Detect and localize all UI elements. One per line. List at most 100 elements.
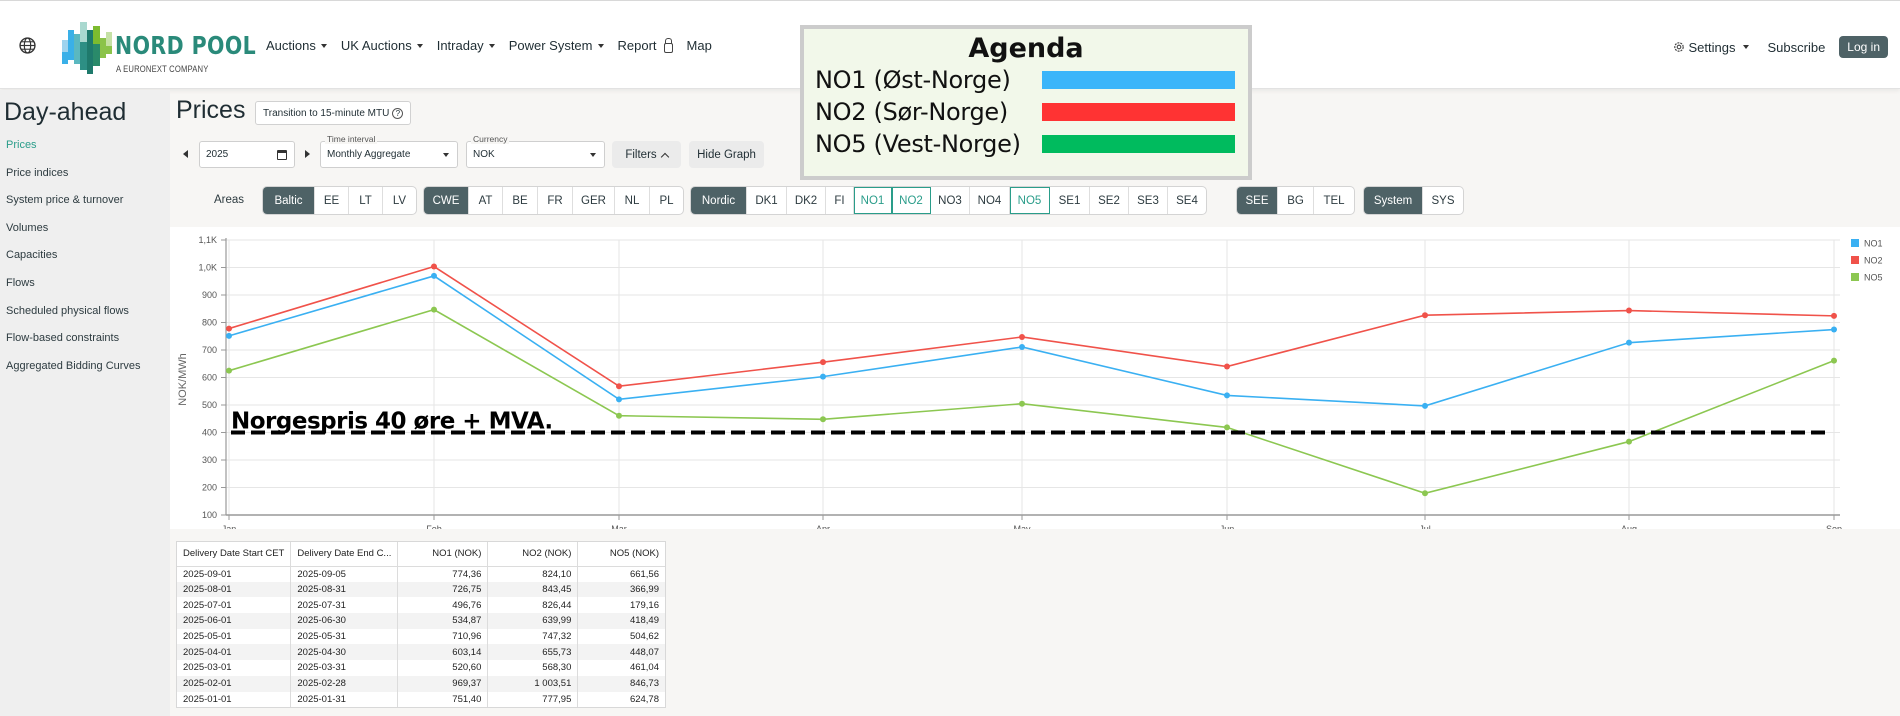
- table-cell: 2025-03-31: [290, 660, 399, 676]
- globe-icon[interactable]: [19, 37, 36, 54]
- column-header[interactable]: NO5 (NOK): [577, 542, 665, 567]
- nav-auctions[interactable]: Auctions: [266, 38, 327, 53]
- column-header[interactable]: NO1 (NOK): [397, 542, 489, 567]
- table-cell: 2025-08-31: [290, 581, 399, 598]
- sidebar-title: Day-ahead: [4, 98, 127, 126]
- area-button-selected[interactable]: NO2: [892, 187, 931, 214]
- logo-text: NORD POOL: [115, 31, 257, 60]
- area-button[interactable]: SYS: [1431, 194, 1455, 207]
- x-tick-label: Jun: [1220, 524, 1235, 529]
- area-button[interactable]: DK1: [747, 187, 787, 214]
- x-tick-label: May: [1013, 524, 1031, 529]
- table-cell: 1 003,51: [487, 675, 579, 692]
- sidebar-item-flow-based[interactable]: Flow-based constraints: [6, 332, 120, 345]
- area-button[interactable]: EE: [315, 187, 349, 214]
- table-cell: 2025-02-28: [290, 675, 399, 692]
- area-button-selected[interactable]: NO5: [1010, 187, 1050, 214]
- y-tick-label: 900: [202, 290, 217, 300]
- table-cell: 846,73: [577, 675, 665, 692]
- sidebar-item-capacities[interactable]: Capacities: [6, 249, 58, 262]
- nav-map[interactable]: Map: [687, 38, 712, 53]
- area-button[interactable]: DK2: [787, 187, 826, 214]
- filters-button[interactable]: Filters: [612, 141, 681, 168]
- calendar-icon[interactable]: [277, 150, 287, 160]
- nav-uk-auctions[interactable]: UK Auctions: [341, 38, 423, 53]
- table-cell: 366,99: [577, 581, 665, 598]
- time-interval-select[interactable]: Time interval Monthly Aggregate: [320, 134, 458, 168]
- table-cell: 2025-06-01: [177, 613, 292, 629]
- area-button[interactable]: PL: [659, 194, 674, 207]
- area-button[interactable]: SE4: [1176, 194, 1198, 207]
- area-button[interactable]: LT: [349, 187, 383, 214]
- sidebar-item-system-price[interactable]: System price & turnover: [6, 194, 124, 207]
- previous-year-arrow-icon[interactable]: [183, 150, 188, 158]
- area-group-button[interactable]: CWE: [424, 187, 469, 214]
- nav-power-system[interactable]: Power System: [509, 38, 604, 53]
- sidebar-item-price-indices[interactable]: Price indices: [6, 166, 69, 179]
- table-cell: 603,14: [397, 644, 489, 661]
- sidebar-item-volumes[interactable]: Volumes: [6, 221, 49, 234]
- nord-pool-logo-icon[interactable]: [60, 18, 116, 74]
- column-header[interactable]: NO2 (NOK): [487, 542, 579, 567]
- area-button[interactable]: NL: [615, 187, 650, 214]
- currency-select[interactable]: Currency NOK: [466, 134, 605, 168]
- nav-report[interactable]: Report: [617, 37, 673, 53]
- table-cell: 2025-02-01: [177, 675, 292, 692]
- table-cell: 777,95: [487, 691, 579, 708]
- area-button[interactable]: GER: [573, 187, 615, 214]
- subscribe-link[interactable]: Subscribe: [1767, 39, 1826, 55]
- column-header[interactable]: Delivery Date Start CET: [177, 542, 292, 567]
- area-button[interactable]: SE1: [1050, 187, 1090, 214]
- area-button[interactable]: NO3: [931, 187, 970, 214]
- year-picker[interactable]: 2025: [199, 141, 295, 168]
- next-year-arrow-icon[interactable]: [305, 150, 310, 158]
- table-cell: 2025-04-01: [177, 644, 292, 661]
- table-row: 2025-02-01 2025-02-28 969,37 1 003,51 846,73: [177, 675, 665, 692]
- area-button[interactable]: FR: [538, 187, 573, 214]
- caret-down-icon: [590, 153, 596, 157]
- column-header[interactable]: Delivery Date End C...: [290, 542, 399, 567]
- area-button[interactable]: NO4: [970, 187, 1010, 214]
- data-point: [1019, 343, 1025, 350]
- sidebar-item-prices[interactable]: Prices: [6, 139, 37, 151]
- table-cell: 824,10: [487, 566, 579, 582]
- area-group-button[interactable]: Baltic: [263, 187, 315, 214]
- table-cell: 774,36: [397, 566, 489, 582]
- settings-menu[interactable]: Settings: [1673, 40, 1750, 55]
- data-point: [820, 359, 826, 366]
- table-row: 2025-05-01 2025-05-31 710,96 747,32 504,62: [177, 628, 665, 645]
- area-button[interactable]: AT: [469, 187, 503, 214]
- table-cell: 2025-05-01: [177, 628, 292, 645]
- table-cell: 2025-07-31: [290, 597, 399, 614]
- area-group-button[interactable]: Nordic: [691, 187, 747, 214]
- nav-intraday[interactable]: Intraday: [437, 38, 495, 53]
- table-header-row: Delivery Date Start CET Delivery Date En…: [177, 542, 665, 567]
- area-button[interactable]: BE: [503, 187, 538, 214]
- chevron-up-icon: [660, 152, 669, 161]
- data-point: [1224, 392, 1230, 399]
- logo-subtext: A EURONEXT COMPANY: [116, 64, 209, 74]
- legend-label: NO1: [1864, 239, 1883, 249]
- sidebar-item-flows[interactable]: Flows: [6, 276, 35, 289]
- login-button[interactable]: Log in: [1839, 36, 1888, 58]
- area-button[interactable]: SE2: [1090, 187, 1129, 214]
- mtu-transition-button[interactable]: Transition to 15-minute MTU ?: [255, 101, 412, 125]
- mtu-label: Transition to 15-minute MTU: [263, 107, 390, 119]
- x-tick-label: Feb: [426, 524, 442, 529]
- y-tick-label: 1,0K: [198, 263, 217, 273]
- nav-label: Report: [617, 38, 657, 53]
- sidebar-item-bidding-curves[interactable]: Aggregated Bidding Curves: [6, 359, 141, 372]
- area-group-button[interactable]: System: [1364, 187, 1423, 214]
- area-button[interactable]: TEL: [1323, 194, 1345, 207]
- table-cell: 2025-04-30: [290, 644, 399, 661]
- hide-graph-button[interactable]: Hide Graph: [689, 141, 764, 168]
- area-button[interactable]: FI: [826, 187, 854, 214]
- area-button[interactable]: BG: [1278, 187, 1314, 214]
- price-table: Delivery Date Start CET Delivery Date En…: [176, 541, 666, 709]
- table-cell: 2025-03-01: [177, 660, 292, 676]
- sidebar-item-scheduled-flows[interactable]: Scheduled physical flows: [6, 304, 129, 317]
- area-button[interactable]: SE3: [1129, 187, 1168, 214]
- area-button[interactable]: LV: [392, 194, 407, 207]
- area-button-selected[interactable]: NO1: [854, 187, 892, 214]
- area-group-button[interactable]: SEE: [1237, 187, 1278, 214]
